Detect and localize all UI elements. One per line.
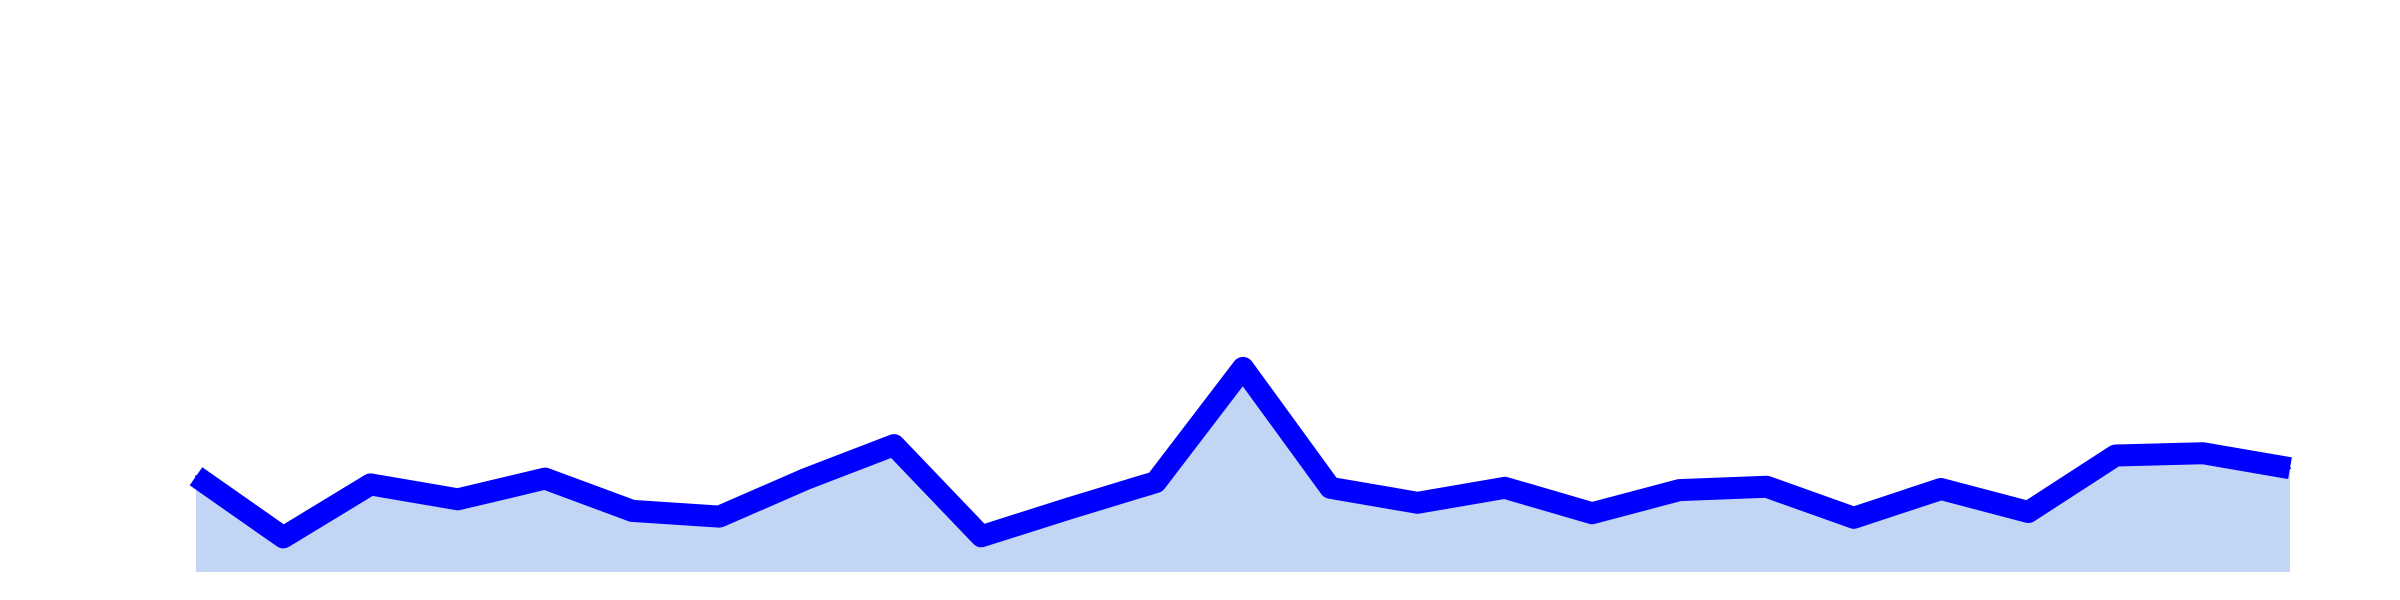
data-point-7 — [805, 477, 808, 480]
data-point-12 — [1242, 366, 1244, 369]
data-point-13 — [1329, 486, 1332, 489]
data-point-14 — [1416, 501, 1419, 504]
data-point-24 — [2289, 467, 2291, 470]
data-point-9 — [980, 535, 983, 538]
data-point-19 — [1852, 516, 1855, 519]
data-point-10 — [1067, 507, 1070, 510]
data-point-16 — [1591, 512, 1593, 515]
data-point-18 — [1765, 485, 1768, 488]
data-point-2 — [369, 483, 372, 486]
data-point-15 — [1503, 486, 1506, 489]
data-point-1 — [282, 536, 285, 539]
data-point-17 — [1678, 489, 1681, 492]
data-point-21 — [2027, 511, 2030, 513]
data-point-11 — [1154, 481, 1157, 484]
line-layer — [189, 356, 2292, 549]
data-point-5 — [631, 509, 634, 512]
area-layer — [196, 367, 2290, 572]
data-point-23 — [2201, 452, 2204, 455]
data-point-3 — [456, 498, 459, 501]
data-point-4 — [544, 477, 546, 480]
data-point-6 — [718, 515, 721, 518]
data-point-22 — [2114, 454, 2117, 457]
data-point-20 — [1940, 488, 1942, 490]
data-point-0 — [195, 475, 197, 478]
data-point-8 — [893, 444, 895, 447]
series-0-area — [196, 367, 2290, 572]
